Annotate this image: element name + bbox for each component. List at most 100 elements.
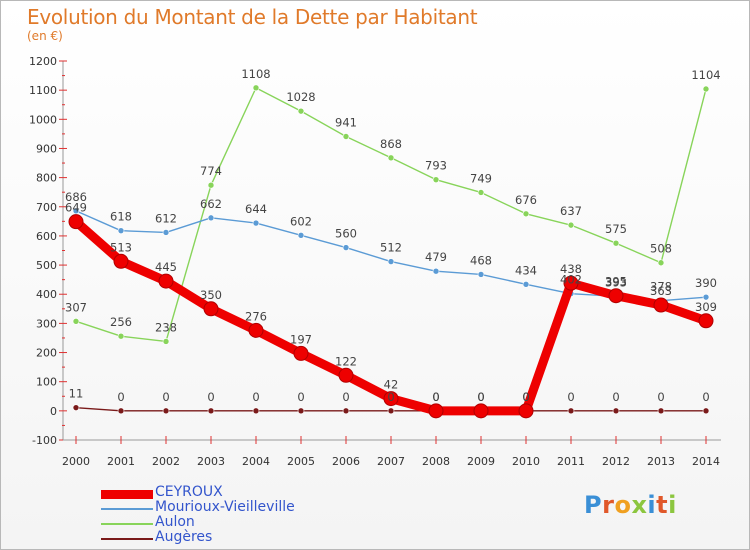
legend-label-mourioux-vieilleville: Mourioux-Vieilleville <box>155 499 295 515</box>
data-point-ceyroux <box>383 391 399 407</box>
y-tick-label: 800 <box>36 172 57 185</box>
data-point-ceyroux <box>473 403 489 419</box>
data-label-aulon: 637 <box>560 204 582 218</box>
x-tick-label: 2004 <box>242 455 270 468</box>
data-label-aug-res: 0 <box>297 390 304 404</box>
data-point-aug-res <box>567 407 575 415</box>
logo-letter: t <box>656 491 669 519</box>
y-tick-label: -100 <box>32 434 57 447</box>
data-label-aulon: 1108 <box>241 67 270 81</box>
data-point-aug-res <box>72 404 80 411</box>
data-point-aulon <box>342 133 350 140</box>
data-point-aulon <box>657 259 665 267</box>
data-label-mourioux-vieilleville: 662 <box>200 197 222 211</box>
data-label-aulon: 508 <box>650 242 672 256</box>
data-point-ceyroux <box>428 403 444 419</box>
x-tick-label: 2005 <box>287 455 315 468</box>
legend-swatch-mourioux-vieilleville <box>101 508 153 510</box>
x-tick-label: 2009 <box>467 455 495 468</box>
x-tick-label: 2011 <box>557 455 585 468</box>
data-label-aulon: 575 <box>605 222 627 236</box>
logo-letter: i <box>668 491 677 519</box>
data-point-aulon <box>297 107 305 115</box>
data-label-aulon: 1104 <box>691 68 720 82</box>
data-point-ceyroux <box>608 288 624 304</box>
data-point-aulon <box>477 189 485 196</box>
y-tick-label: 300 <box>36 317 57 330</box>
y-tick-label: 0 <box>50 405 57 418</box>
legend-swatch-ceyroux <box>101 490 153 499</box>
data-label-ceyroux: 350 <box>200 288 222 302</box>
data-point-ceyroux <box>203 301 219 317</box>
x-tick-label: 2014 <box>692 455 720 468</box>
data-label-aulon: 676 <box>515 193 537 207</box>
data-label-aug-res: 0 <box>117 390 124 404</box>
data-label-aug-res: 0 <box>612 390 619 404</box>
x-tick-label: 2010 <box>512 455 540 468</box>
data-label-aulon: 238 <box>155 320 177 334</box>
data-label-aug-res: 0 <box>477 390 484 404</box>
data-label-ceyroux: 513 <box>110 240 132 254</box>
data-point-mourioux-vieilleville <box>252 219 260 227</box>
data-point-aug-res <box>117 407 125 415</box>
data-point-aulon <box>162 338 170 345</box>
y-tick-label: 1200 <box>29 55 57 68</box>
data-label-aulon: 749 <box>470 171 492 185</box>
logo-letter: i <box>647 491 657 519</box>
data-point-aug-res <box>207 407 215 415</box>
data-point-ceyroux <box>68 214 84 230</box>
x-tick-label: 2002 <box>152 455 180 468</box>
data-point-ceyroux <box>293 345 309 361</box>
data-label-mourioux-vieilleville: 479 <box>425 250 447 264</box>
x-tick-label: 2000 <box>62 455 90 468</box>
logo-letter: x <box>631 491 648 519</box>
data-label-ceyroux: 0 <box>522 390 529 404</box>
data-point-mourioux-vieilleville <box>117 227 125 234</box>
data-label-ceyroux: 197 <box>290 332 312 346</box>
legend-swatch-aug-res <box>101 538 153 540</box>
data-label-aulon: 774 <box>200 164 222 178</box>
data-point-aulon <box>432 176 440 183</box>
data-point-ceyroux <box>698 313 714 329</box>
data-label-aulon: 793 <box>425 159 447 173</box>
data-label-aulon: 1028 <box>286 90 315 104</box>
data-label-ceyroux: 395 <box>605 275 627 289</box>
data-label-aug-res: 0 <box>162 390 169 404</box>
x-tick-label: 2001 <box>107 455 135 468</box>
data-label-mourioux-vieilleville: 560 <box>335 227 357 241</box>
data-label-mourioux-vieilleville: 602 <box>290 214 312 228</box>
data-label-ceyroux: 649 <box>65 201 87 215</box>
data-point-mourioux-vieilleville <box>162 229 170 236</box>
data-point-aug-res <box>342 407 350 415</box>
data-label-aug-res: 0 <box>702 390 709 404</box>
x-tick-label: 2003 <box>197 455 225 468</box>
data-point-aulon <box>387 154 395 162</box>
data-point-ceyroux <box>338 367 354 383</box>
data-label-ceyroux: 276 <box>245 309 267 323</box>
logo-letter: r <box>602 491 615 519</box>
data-label-aulon: 307 <box>65 300 87 314</box>
legend-label-aug-res: Augères <box>155 529 213 545</box>
data-point-mourioux-vieilleville <box>702 293 710 301</box>
data-point-ceyroux <box>248 322 264 338</box>
x-tick-label: 2008 <box>422 455 450 468</box>
data-point-aulon <box>252 84 260 92</box>
proxiti-logo: Proxiti <box>584 491 677 519</box>
data-point-mourioux-vieilleville <box>522 281 530 288</box>
logo-letter: P <box>584 491 603 519</box>
data-label-aulon: 256 <box>110 315 132 329</box>
data-label-aug-res: 0 <box>207 390 214 404</box>
data-label-mourioux-vieilleville: 644 <box>245 202 267 216</box>
data-point-aulon <box>207 181 215 189</box>
data-point-aug-res <box>162 407 170 415</box>
data-label-ceyroux: 0 <box>432 390 439 404</box>
y-axis-unit-label: (en €) <box>27 29 63 43</box>
logo-letter: o <box>614 491 632 519</box>
y-tick-label: 700 <box>36 201 57 214</box>
data-label-aug-res: 0 <box>387 390 394 404</box>
y-tick-label: 600 <box>36 230 57 243</box>
data-label-ceyroux: 0 <box>477 390 484 404</box>
data-point-ceyroux <box>113 253 129 269</box>
data-label-mourioux-vieilleville: 468 <box>470 253 492 267</box>
